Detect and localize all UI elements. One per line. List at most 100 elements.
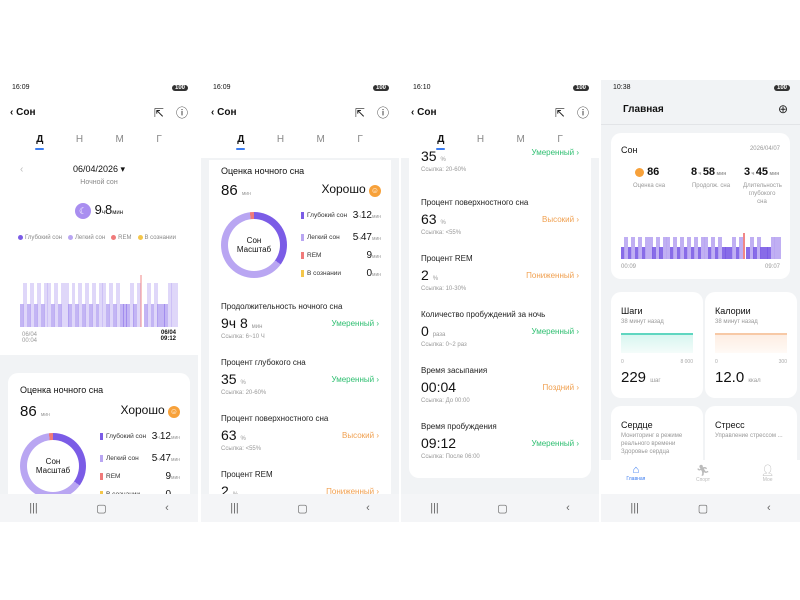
share-icon[interactable]: ⇱ [554,105,565,120]
back-nav-button[interactable]: ‹ [766,502,771,514]
sleep-score-card: Оценка ночного сна 86 мин Хорошо ☺ Сон М… [8,373,190,522]
legend: Глубокий сон Легкий сон REM В сознании [18,235,176,241]
share-icon[interactable]: ⇱ [153,105,164,120]
moon-icon: ☾ [74,202,91,219]
metric-fall-asleep[interactable]: Время засыпания 00:04 Поздний › Ссылка: До … [421,366,579,404]
back-nav-button[interactable]: ‹ [366,502,370,514]
deep-sleep-segment [621,247,625,259]
smile-icon: ☺ [369,185,381,197]
rem-segment [742,233,745,259]
tab-month[interactable]: М [516,134,525,145]
smile-icon: ☺ [168,406,180,418]
deep-sleep-segment [57,303,62,327]
metric-duration[interactable]: Продолжительность ночного сна 9ч 8 мин Уме… [221,302,379,340]
deep-sleep-segment [683,247,688,259]
steps-chart [621,332,693,353]
deep-sleep-segment [659,247,664,259]
light-sleep-segment [739,236,744,259]
deep-sleep-segment [126,303,131,327]
tab-home[interactable]: ⌂ Главная [626,464,646,482]
deep-sleep-segment [68,303,72,327]
deep-sleep-segment [627,247,632,259]
rem-segment [140,275,143,327]
sleep-ring: Сон Масштаб [20,433,86,499]
deep-sleep-segment [105,303,110,327]
metric-light[interactable]: Процент поверхностного сна 63 % Высокий › С… [221,414,379,452]
deep-sleep-segment [164,303,169,327]
home-button[interactable]: ▢ [297,502,308,515]
info-icon[interactable]: ⓘ [175,106,188,120]
deep-sleep-segment [40,303,45,327]
light-sleep-segment [673,236,678,259]
tab-month[interactable]: М [115,134,124,145]
metric-wake-up[interactable]: Время пробуждения 09:12 Умеренный › Ссылка:… [421,422,579,460]
back-nav-button[interactable]: ‹ [566,502,570,514]
add-icon[interactable]: ⊕ [777,102,788,116]
tab-month[interactable]: М [316,134,325,145]
tab-day[interactable]: Д [236,134,246,150]
tab-year[interactable]: Г [557,134,563,145]
prev-date-button[interactable]: ‹ [20,164,24,175]
deep-sleep-segment [760,247,765,259]
share-icon[interactable]: ⇱ [354,105,365,120]
calories-widget[interactable]: Калории 38 минут назад 0 300 12.0 ккал [705,292,797,398]
sleep-widget[interactable]: Сон 2026/04/07 86 Оценка сна 8 ч 58 мин … [611,133,790,279]
light-sleep-segment [129,282,134,327]
light-sleep-segment [64,282,69,327]
phone-home: 10:38 100 Главная ⊕ Сон 2026/04/07 86 Оцен… [601,80,800,522]
metric-rem[interactable]: Процент REM 2 % Пониженный › Ссылка: 10-30% [421,254,579,292]
light-sleep-segment [624,236,629,259]
back-button[interactable]: ‹ Сон [411,107,437,118]
tab-me[interactable]: 👤︎ Мое [760,465,775,483]
light-sleep-segment [71,282,76,327]
deep-sleep-segment [746,247,751,259]
tab-day[interactable]: Д [436,134,446,150]
deep-sleep-segment [133,303,138,327]
home-button[interactable]: ▢ [497,502,508,515]
deep-sleep-segment [707,247,712,259]
date-picker[interactable]: 06/04/2026 ▾ [72,164,126,174]
deep-sleep-segment [123,303,127,327]
deep-sleep-segment [150,303,155,327]
recents-button[interactable]: ||| [430,502,439,514]
light-sleep-segment [694,236,698,259]
deep-sleep-segment [641,247,646,259]
metric-deep[interactable]: 35 % Умеренный › Ссылка: 20-60% [421,148,579,173]
tab-sport[interactable]: 🏃︎ Спорт [695,465,711,483]
smile-icon [635,167,644,177]
info-icon[interactable]: ⓘ [376,106,389,120]
tab-year[interactable]: Г [357,134,363,145]
back-button[interactable]: ‹ Сон [211,107,237,118]
deep-sleep-segment [160,303,165,327]
deep-sleep-segment [669,247,674,259]
recents-button[interactable]: ||| [230,502,239,514]
tab-week[interactable]: Н [276,134,285,145]
light-sleep-segment [136,282,141,327]
deep-sleep-segment [753,247,758,259]
home-button[interactable]: ▢ [697,502,709,515]
metric-light[interactable]: Процент поверхностного сна 63 % Высокий › С… [421,198,579,236]
light-sleep-segment [631,236,636,259]
back-nav-button[interactable]: ‹ [165,502,169,514]
tab-day[interactable]: Д [35,134,45,150]
tab-week[interactable]: Н [476,134,485,145]
recents-button[interactable]: ||| [630,502,639,514]
back-button[interactable]: ‹ Сон [10,107,36,118]
tab-year[interactable]: Г [156,134,162,145]
deep-sleep-segment [33,303,38,327]
metric-deep[interactable]: Процент глубокого сна 35 % Умеренный › Ссыл… [221,358,379,396]
recents-button[interactable]: ||| [29,502,38,514]
deep-sleep-segment [767,247,772,259]
home-button[interactable]: ▢ [96,502,107,515]
light-sleep-segment [92,282,97,327]
light-sleep-segment [153,282,158,327]
tab-week[interactable]: Н [75,134,84,145]
metric-awakenings[interactable]: Количество пробуждений за ночь 0 раза Умер… [421,310,579,348]
info-icon[interactable]: ⓘ [576,106,589,120]
status-time: 16:09 [12,84,30,91]
deep-sleep-segment [143,303,148,327]
light-sleep-segment [732,236,737,259]
deep-sleep-segment [74,303,79,327]
deep-sleep-segment [676,247,681,259]
